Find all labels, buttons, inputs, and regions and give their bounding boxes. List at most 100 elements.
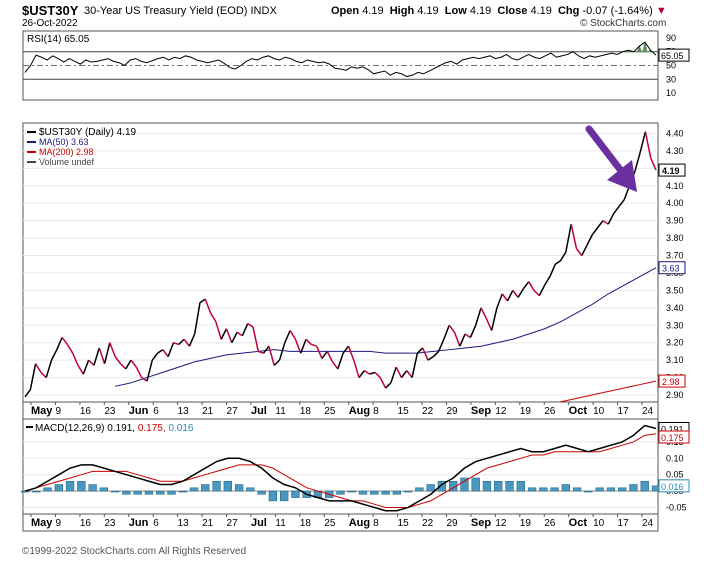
price-x-tick-label: May — [31, 405, 53, 417]
price-segment — [225, 328, 233, 343]
price-x-tick-label: 29 — [446, 406, 458, 417]
price-segment — [485, 318, 493, 331]
price-segment — [474, 307, 482, 326]
macd-histogram-bar — [43, 487, 52, 492]
price-segment — [512, 289, 519, 298]
price-segment — [135, 366, 143, 378]
macd-legend-prefix: MACD(12,26,9) — [35, 423, 107, 434]
macd-tick-label: -0.05 — [666, 502, 687, 512]
ma50-legend: MA(50) 3.63 — [39, 137, 89, 147]
price-segment — [258, 350, 264, 354]
price-segment — [607, 213, 615, 225]
price-segment — [437, 338, 445, 352]
macd-histogram-bar — [144, 490, 154, 495]
macd-x-tick-label: 24 — [642, 518, 654, 529]
price-segment — [347, 345, 355, 361]
price-segment — [294, 338, 302, 354]
price-segment — [459, 333, 466, 347]
price-segment — [506, 290, 514, 302]
price-segment — [586, 234, 594, 246]
price-segment — [565, 223, 572, 253]
copyright: ©1999-2022 StockCharts.com All Rights Re… — [22, 546, 247, 557]
macd-histogram-bar — [561, 484, 571, 492]
rsi-tick-label: 10 — [666, 88, 676, 98]
open-label: Open — [331, 5, 360, 17]
macd-x-tick-label: 18 — [300, 518, 312, 529]
price-tick-label: 3.40 — [666, 303, 684, 313]
price-segment — [193, 302, 201, 335]
price-segment — [618, 199, 625, 208]
macd-histogram-bar — [572, 487, 582, 492]
symbol-description: 30-Year US Treasury Yield (EOD) — [84, 5, 248, 17]
price-x-tick-label: 17 — [618, 406, 630, 417]
macd-histogram-bar — [268, 490, 278, 502]
price-segment — [612, 206, 620, 215]
macd-histogram-bar — [629, 484, 638, 492]
price-segment — [114, 356, 122, 365]
macd-histogram-bar — [257, 490, 266, 495]
macd-x-tick-label: 21 — [202, 518, 214, 529]
price-segment — [390, 366, 397, 384]
volume-legend: Volume undef — [39, 157, 95, 167]
price-segment — [162, 349, 169, 358]
macd-histogram-bar — [527, 487, 537, 492]
macd-x-tick-label: 16 — [80, 518, 92, 529]
macd-x-tick-label: Jun — [129, 517, 149, 529]
price-tick-label: 3.20 — [666, 338, 684, 348]
price-segment — [66, 344, 74, 354]
close-value: 4.19 — [530, 5, 552, 17]
price-segment — [178, 338, 185, 345]
macd-histogram-bar — [110, 490, 120, 493]
price-segment — [173, 342, 180, 346]
macd-histogram-bar — [370, 490, 379, 495]
price-segment — [422, 347, 429, 361]
price-segment — [581, 244, 588, 256]
price-x-tick-label: 8 — [373, 406, 379, 417]
ma200-legend: MA(200) 2.98 — [39, 147, 94, 157]
price-x-tick-label: Oct — [569, 405, 588, 417]
price-segment — [103, 342, 111, 364]
price-x-tick-label: 24 — [642, 406, 654, 417]
price-tick-label: 4.30 — [666, 146, 684, 156]
price-x-tick-label: 6 — [153, 406, 159, 417]
price-segment — [337, 352, 344, 370]
hist-value-box — [658, 479, 690, 493]
price-x-tick-label: 23 — [104, 406, 116, 417]
site-credit: © StockCharts.com — [580, 18, 667, 29]
price-segment — [416, 347, 424, 354]
price-legend: $UST30Y (Daily) 4.19 — [39, 127, 137, 138]
price-x-axis — [22, 401, 659, 420]
price-segment — [273, 359, 281, 366]
price-segment — [98, 347, 106, 364]
macd-histogram-bar — [280, 490, 289, 502]
price-segment — [50, 349, 58, 361]
price-segment — [289, 330, 297, 340]
price-segment — [199, 298, 206, 304]
price-segment — [204, 298, 212, 314]
macd-histogram-bar — [606, 487, 616, 492]
price-segment — [56, 337, 63, 350]
rsi-tick-label: 90 — [666, 33, 676, 43]
price-segment — [400, 370, 408, 379]
price-segment — [45, 359, 53, 378]
macd-histogram-bar — [223, 480, 232, 492]
macd-histogram-bar — [595, 487, 604, 492]
chart-panels: 9070503010RSI(14) 65.0565.054.404.304.20… — [20, 30, 690, 532]
price-segment — [453, 331, 461, 347]
price-segment — [82, 359, 90, 375]
price-segment — [88, 359, 95, 366]
macd-x-tick-label: 29 — [446, 518, 458, 529]
price-segment — [533, 289, 540, 297]
price-value-label: 4.19 — [662, 166, 680, 176]
price-segment — [167, 342, 175, 357]
macd-histogram-bar — [358, 490, 368, 495]
macd-x-tick-label: 17 — [618, 518, 630, 529]
price-segment — [358, 370, 365, 379]
macd-legend: MACD(12,26,9) 0.191, 0.175, 0.016 — [35, 423, 194, 434]
price-panel — [22, 122, 659, 403]
price-segment — [77, 364, 84, 375]
price-segment — [395, 366, 403, 378]
price-x-tick-label: 11 — [275, 406, 286, 417]
macd-value-label: 0.191 — [661, 425, 684, 435]
macd-histogram-bar — [618, 487, 627, 492]
